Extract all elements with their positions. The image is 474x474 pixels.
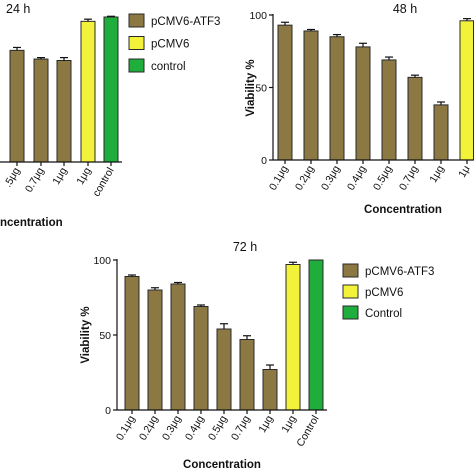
bar-48h-3 (355, 46, 371, 161)
error-bar-48h-4 (385, 56, 393, 60)
legend-label-72h-1: pCMV6 (365, 287, 403, 299)
bar-48h-5 (407, 76, 423, 161)
bar-72h-5 (239, 339, 255, 411)
legend-label-72h-2: Control (365, 308, 402, 320)
bar-48h-4 (381, 59, 397, 161)
bar-24h-1 (33, 58, 49, 163)
bar-48h-7 (459, 20, 474, 161)
error-bar-48h-5 (411, 74, 419, 78)
error-bar-24h-3 (84, 18, 92, 22)
error-bar-24h-4 (107, 15, 115, 17)
y-axis-title-72h: Viability % (80, 306, 92, 363)
x-axis-title-24h: ncentration (0, 217, 63, 229)
legend-72h: pCMV6-ATF3 pCMV6 Control (342, 263, 434, 320)
bar-48h-2 (329, 36, 345, 161)
legend-swatch-72h-1 (342, 284, 359, 299)
x-tick-label-48h-7: 1μ (456, 164, 472, 180)
legend-label-24h-2: control (151, 61, 186, 73)
legend-label-72h-0: pCMV6-ATF3 (365, 266, 434, 278)
error-bar-72h-5 (243, 335, 251, 340)
legend-label-24h-1: pCMV6 (151, 39, 189, 51)
error-bar-48h-3 (359, 42, 367, 47)
error-bar-72h-7 (289, 261, 297, 265)
bar-24h-4 (103, 16, 119, 163)
error-bar-48h-6 (437, 101, 445, 105)
error-bar-72h-6 (266, 364, 274, 370)
chart-title-72h: 72 h (233, 240, 257, 254)
error-bar-72h-0 (128, 274, 136, 277)
error-bar-72h-4 (220, 323, 228, 329)
error-bar-48h-0 (281, 21, 289, 26)
bar-72h-1 (147, 289, 163, 411)
legend-24h: pCMV6-ATF3 pCMV6 control (128, 13, 220, 73)
error-bar-24h-0 (13, 46, 21, 51)
error-bar-72h-2 (174, 281, 182, 284)
x-axis-title-48h: Concentration (364, 204, 442, 216)
bar-72h-6 (262, 369, 278, 411)
legend-swatch-72h-0 (342, 263, 359, 278)
error-bar-48h-2 (333, 33, 341, 37)
bar-72h-4 (216, 328, 232, 411)
y-tick-label-48h-2: 100 (249, 10, 267, 22)
error-bar-72h-1 (151, 287, 159, 290)
error-bar-72h-3 (197, 304, 205, 307)
error-bar-24h-2 (60, 56, 68, 61)
y-tick-label-48h-0: 0 (261, 155, 267, 167)
y-tick-label-48h-1: 50 (255, 83, 267, 95)
y-tick-label-72h-0: 0 (105, 405, 111, 417)
legend-swatch-72h-2 (342, 305, 359, 320)
error-bar-24h-1 (37, 56, 45, 60)
bar-24h-0 (9, 49, 25, 163)
chart-title-48h: 48 h (393, 2, 417, 16)
y-tick-label-72h-1: 50 (99, 330, 111, 342)
bar-48h-1 (303, 30, 319, 161)
bar-72h-3 (193, 306, 209, 411)
bar-72h-7 (285, 264, 301, 411)
bar-72h-2 (170, 283, 186, 411)
bar-48h-0 (277, 24, 293, 161)
y-axis-title-48h: Viability % (245, 59, 257, 116)
bar-48h-6 (433, 104, 449, 161)
error-bar-48h-7 (463, 18, 471, 21)
bar-24h-3 (80, 20, 96, 163)
legend-swatch-24h-0 (128, 13, 145, 28)
legend-swatch-24h-2 (128, 58, 145, 73)
y-tick-label-72h-2: 100 (93, 255, 111, 267)
chart-title-24h: 24 h (6, 2, 30, 16)
legend-label-24h-0: pCMV6-ATF3 (151, 16, 220, 28)
legend-swatch-24h-1 (128, 36, 145, 50)
bar-24h-2 (56, 60, 72, 163)
error-bar-48h-1 (307, 28, 315, 31)
x-axis-title-72h: Concentration (183, 459, 261, 471)
bar-72h-8 (308, 259, 324, 411)
bar-72h-0 (124, 276, 140, 411)
